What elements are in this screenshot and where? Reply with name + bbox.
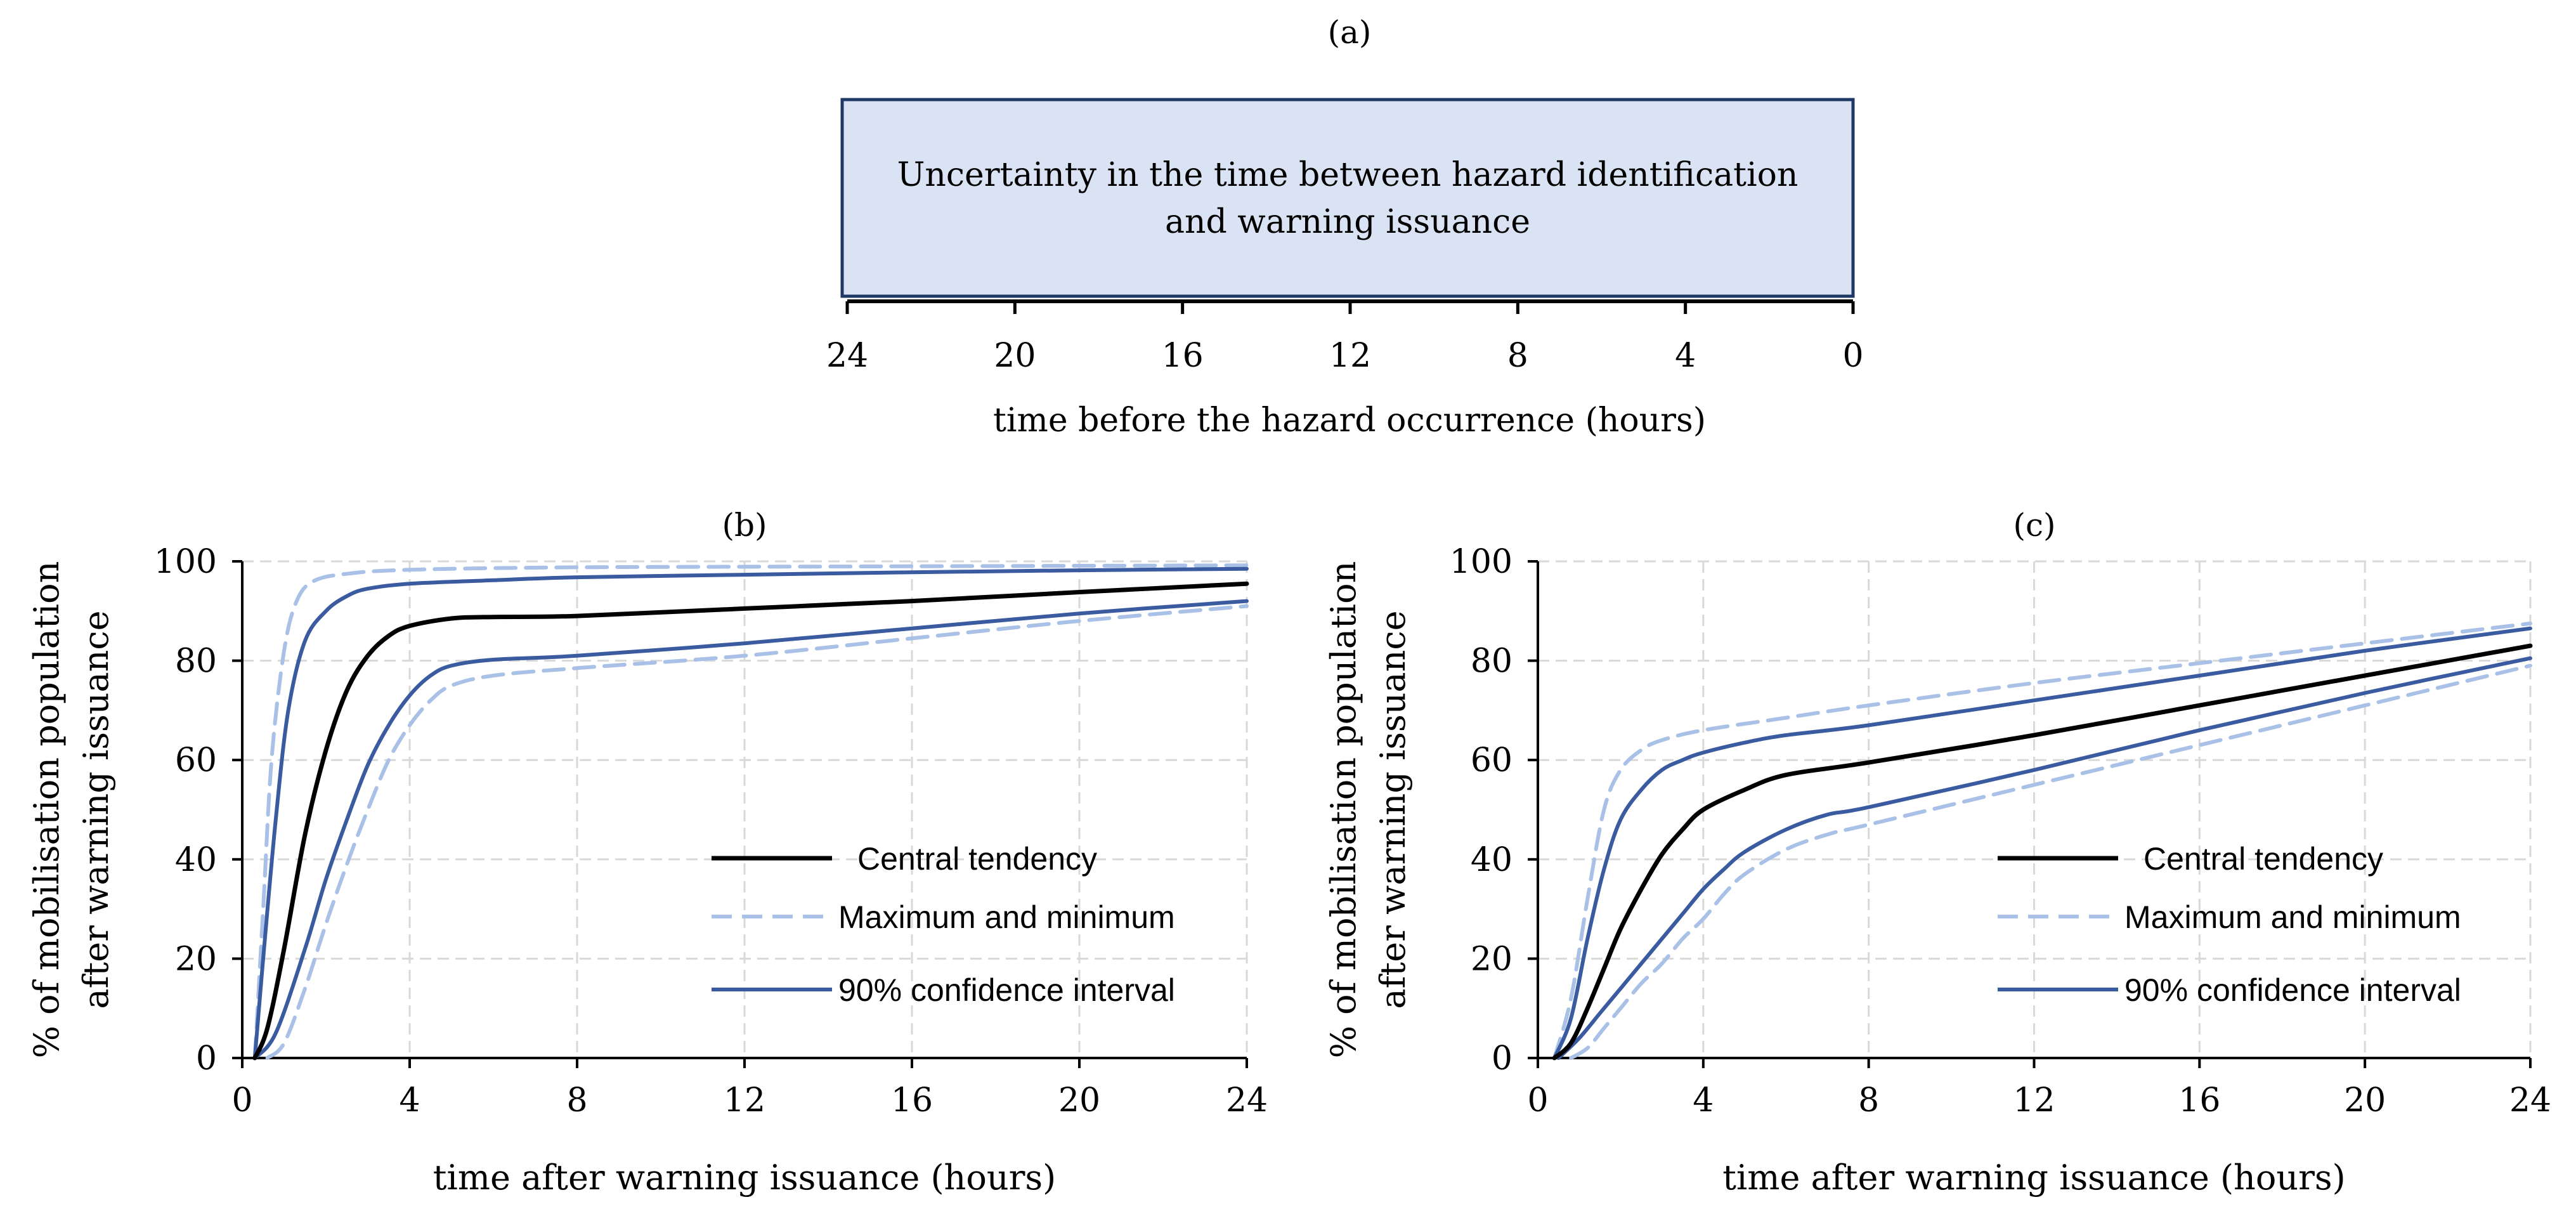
x-tick-label: 16 [2178, 1081, 2220, 1120]
y-tick-label: 60 [1471, 741, 1512, 780]
x-tick-label: 12 [2013, 1081, 2055, 1120]
x-tick-label: 8 [1858, 1081, 1879, 1120]
series-line-ci90 [1556, 656, 2532, 1060]
x-axis-label: time after warning issuance (hours) [433, 1158, 1056, 1198]
panel-b-chart: 0 4 8 12 16 20 24 0 20 40 60 80 100 (b) time after war… [27, 507, 1268, 1198]
y-tick-label: 40 [175, 841, 217, 879]
panel-a-tick-label: 0 [1842, 337, 1863, 375]
panel-label: (b) [722, 507, 767, 544]
box-text-line1: Uncertainty in the time between hazard i… [897, 156, 1799, 194]
series-line-ci90 [252, 599, 1249, 1060]
panel-a-tick-label: 4 [1675, 337, 1696, 375]
series-line-ci90 [252, 566, 1249, 1060]
x-tick-label: 0 [231, 1081, 252, 1120]
legend-label-central: Central tendency [2143, 841, 2383, 877]
x-tick-label: 24 [1226, 1081, 1268, 1120]
x-tick-label: 20 [2344, 1081, 2386, 1120]
panel-a-label: (a) [1328, 14, 1372, 51]
y-tick-label: 100 [154, 543, 217, 581]
legend-label-central: Central tendency [857, 841, 1097, 877]
legend-label-ci90: 90% confidence interval [838, 972, 1175, 1008]
series-line-maxmin [1569, 663, 2532, 1060]
y-tick-label: 100 [1450, 543, 1512, 581]
panel-a-tick-label: 24 [826, 337, 868, 375]
x-tick-label: 4 [1693, 1081, 1714, 1120]
series-line-central [252, 581, 1249, 1061]
x-axis-label: time after warning issuance (hours) [1722, 1158, 2345, 1198]
panel-a-axis-label: time before the hazard occurrence (hours… [993, 402, 1706, 440]
series-line-maxmin [265, 604, 1249, 1060]
y-tick-label: 0 [1492, 1040, 1512, 1078]
panel-a-tick-label: 16 [1162, 337, 1204, 375]
y-tick-label: 80 [1471, 643, 1512, 681]
x-tick-label: 8 [566, 1081, 587, 1120]
y-axis-label-line1: % of mobilisation population [1324, 561, 1363, 1059]
series-line-maxmin [252, 563, 1249, 1060]
legend-label-maxmin: Maximum and minimum [2124, 899, 2461, 935]
x-tick-label: 0 [1527, 1081, 1548, 1120]
y-tick-label: 80 [175, 643, 217, 681]
panel-a: (a) Uncertainty in the time between haza… [826, 14, 1864, 440]
panel-c-chart: 0 4 8 12 16 20 24 0 20 40 60 80 100 (c) time after war… [1324, 507, 2551, 1198]
series-line-central [1552, 643, 2533, 1061]
y-tick-label: 0 [196, 1040, 217, 1078]
x-tick-label: 16 [891, 1081, 933, 1120]
panel-label: (c) [2013, 507, 2055, 544]
y-tick-label: 20 [175, 940, 217, 978]
uncertainty-box [840, 98, 1855, 298]
panel-a-tick-label: 12 [1329, 337, 1371, 375]
x-tick-label: 12 [724, 1081, 765, 1120]
box-text-line2: and warning issuance [1165, 203, 1530, 241]
y-tick-label: 60 [175, 741, 217, 780]
y-axis-label-line2: after warning issuance [76, 610, 116, 1009]
panel-a-tick-label: 20 [994, 337, 1036, 375]
x-tick-label: 4 [399, 1081, 420, 1120]
y-tick-label: 20 [1471, 940, 1512, 978]
x-tick-label: 24 [2509, 1081, 2551, 1120]
series-line-ci90 [1552, 626, 2532, 1060]
y-axis-label-line1: % of mobilisation population [27, 561, 67, 1059]
panel-a-tick-label: 8 [1507, 337, 1528, 375]
legend-label-maxmin: Maximum and minimum [838, 899, 1175, 935]
legend-label-ci90: 90% confidence interval [2124, 972, 2461, 1008]
series-line-maxmin [1552, 621, 2532, 1060]
x-tick-label: 20 [1058, 1081, 1100, 1120]
y-tick-label: 40 [1471, 841, 1512, 879]
y-axis-label-line2: after warning issuance [1373, 610, 1413, 1009]
